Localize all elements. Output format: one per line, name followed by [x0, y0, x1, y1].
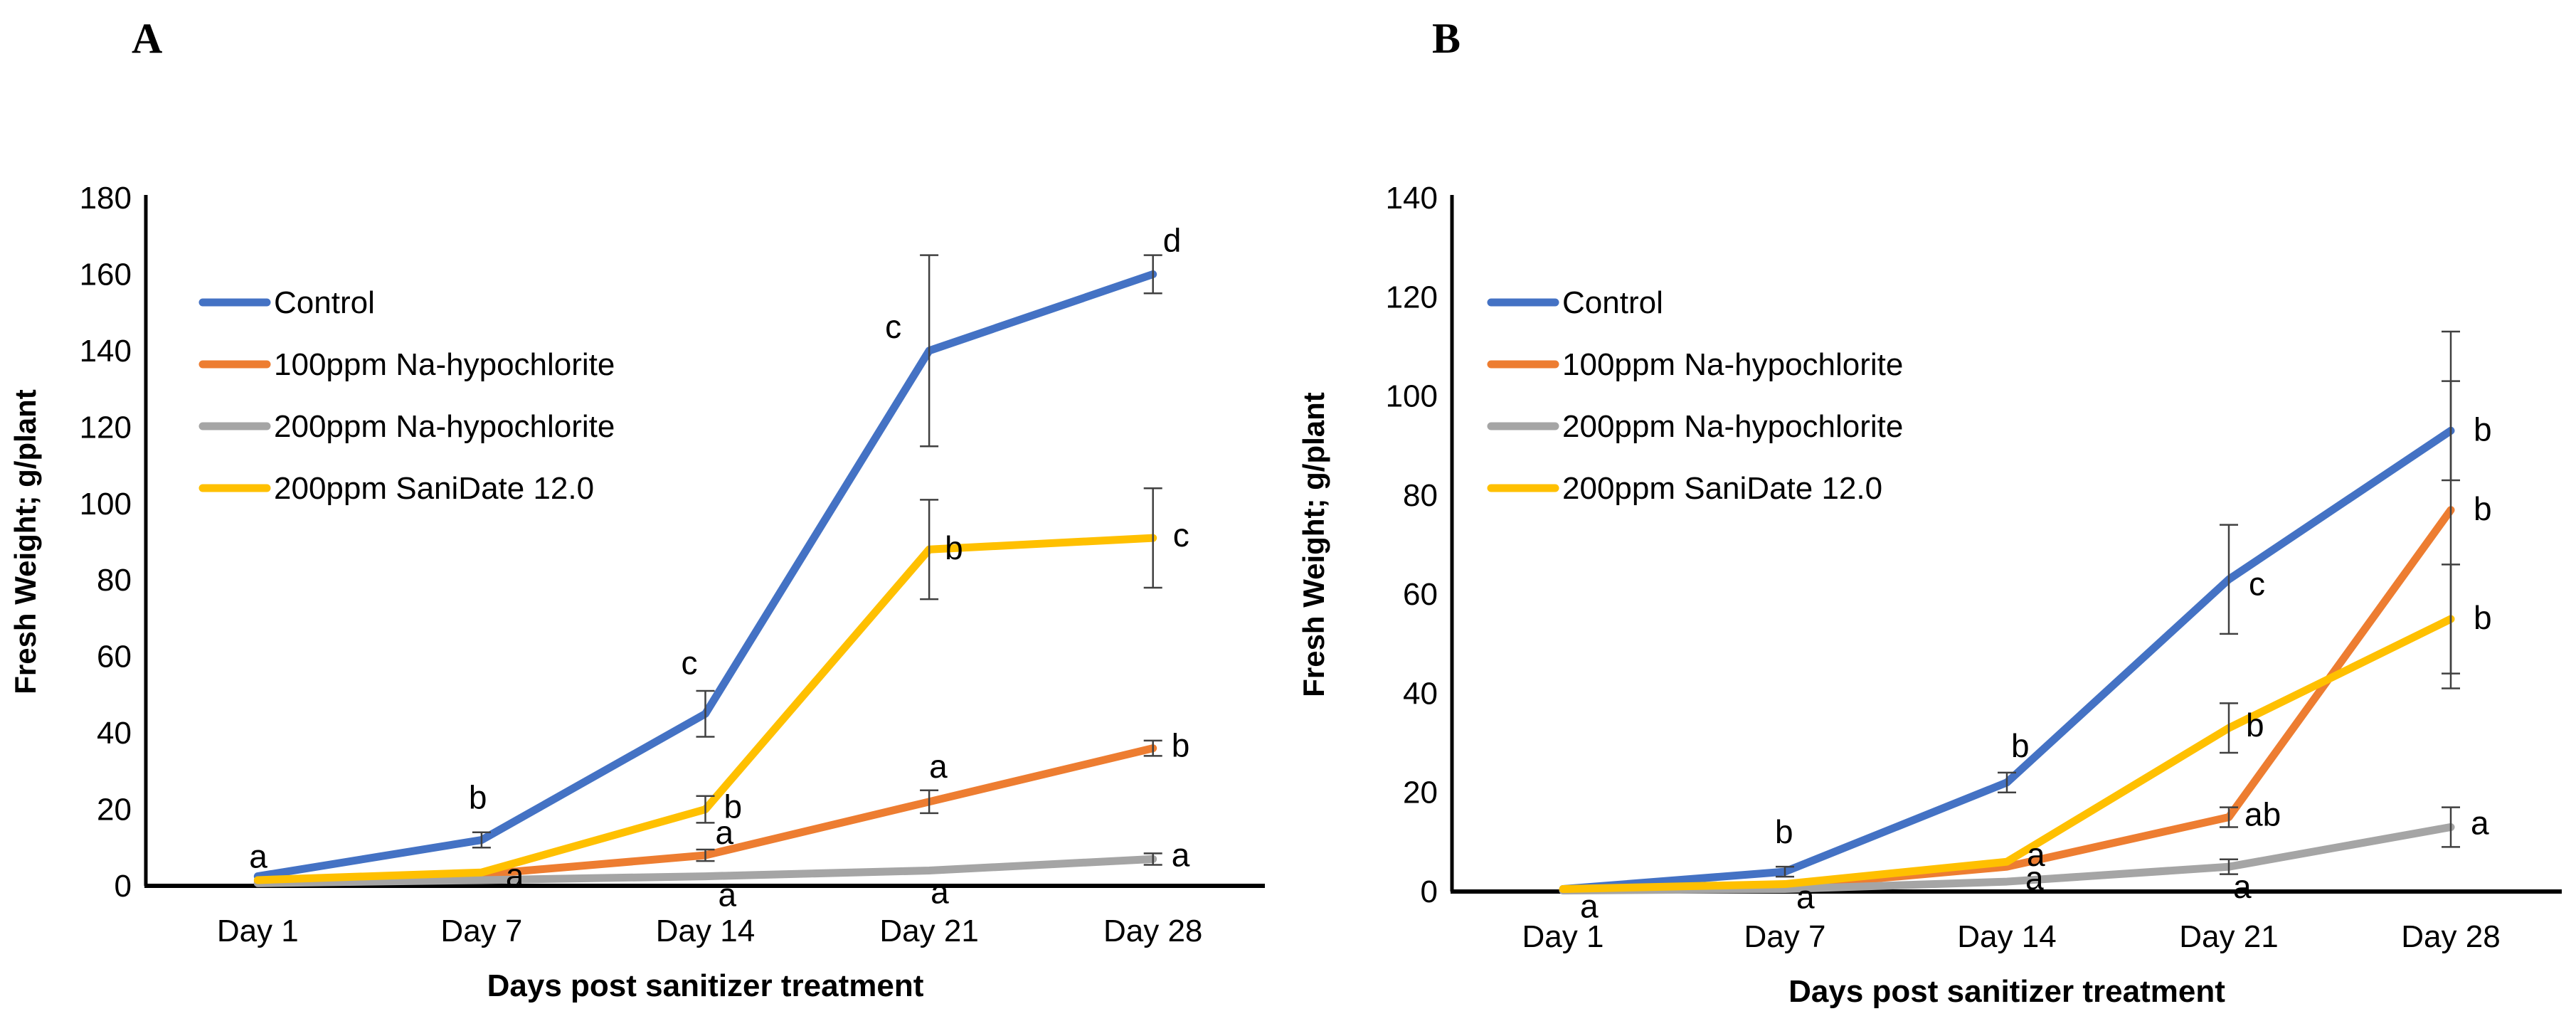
significance-label: ab [2244, 796, 2281, 833]
significance-label: b [469, 779, 487, 816]
y-tick-label: 160 [80, 257, 132, 292]
panel-a: A 0 20 40 60 80 100 120 140 160 180 Day 1 Day 7 Day … [9, 15, 1265, 1003]
significance-label: b [2246, 707, 2264, 744]
significance-label: a [2025, 860, 2044, 897]
y-tick-label: 40 [1403, 676, 1438, 711]
y-tick-label: 20 [97, 793, 132, 827]
panel-b: B 0 20 40 60 80 100 120 140 Day 1 Day 7 Day 14 Day … [1288, 0, 2576, 1026]
significance-label: a [716, 814, 734, 851]
y-tick-label: 100 [1386, 379, 1438, 414]
significance-label: a [719, 877, 737, 914]
y-tick-label: 140 [80, 334, 132, 369]
panel-a-letter: A [132, 15, 163, 62]
legend-label: 200ppm Na-hypochlorite [1562, 409, 1903, 444]
significance-label: a [1796, 879, 1815, 916]
significance-label: a [2233, 868, 2252, 905]
legend-label: 200ppm SaniDate 12.0 [1562, 471, 1882, 506]
significance-label: b [2474, 490, 2492, 527]
x-tick-label: Day 7 [1744, 919, 1826, 954]
significance-label: a [1580, 888, 1599, 925]
y-tick-label: 80 [1403, 478, 1438, 513]
significance-label: a [506, 857, 524, 894]
significance-label: b [1775, 813, 1793, 850]
series-line [253, 855, 1157, 887]
significance-label: b [2474, 411, 2492, 448]
significance-label: b [1172, 727, 1190, 764]
legend-label: Control [1562, 285, 1663, 320]
y-tick-label: 20 [1403, 776, 1438, 810]
significance-label: a [1172, 836, 1190, 873]
x-axis-title: Days post sanitizer treatment [487, 968, 924, 1003]
y-axis-title: Fresh Weight; g/plant [9, 389, 42, 694]
significance-label: a [2471, 804, 2489, 841]
x-tick-label: Day 28 [1103, 914, 1202, 948]
significance-label: c [1173, 517, 1189, 554]
y-tick-label: 0 [1421, 874, 1438, 909]
chart-a-svg: 0 20 40 60 80 100 120 140 160 180 Day 1 Day 7 Day 14… [9, 181, 1265, 1003]
significance-label: b [2011, 727, 2030, 764]
x-tick-label: Day 21 [879, 914, 978, 948]
x-tick-label: Day 21 [2179, 919, 2278, 954]
y-tick-label: 0 [115, 869, 132, 904]
significance-label: b [2474, 599, 2492, 636]
chart-b-svg: 0 20 40 60 80 100 120 140 Day 1 Day 7 Day 14 Day 21… [1297, 181, 2562, 1009]
significance-label: c [885, 308, 901, 345]
significance-label: a [929, 748, 948, 785]
significance-label: c [682, 644, 698, 681]
series-line [1559, 615, 2455, 894]
y-axis-title: Fresh Weight; g/plant [1297, 392, 1330, 697]
x-tick-label: Day 14 [1957, 919, 2056, 954]
y-tick-label: 180 [80, 181, 132, 216]
y-tick-label: 120 [1386, 280, 1438, 314]
significance-label: c [2249, 565, 2265, 602]
x-axis-title: Days post sanitizer treatment [1788, 974, 2225, 1009]
x-tick-label: Day 1 [1522, 919, 1604, 954]
y-tick-label: 120 [80, 410, 132, 445]
x-tick-label: Day 28 [2401, 919, 2500, 954]
significance-label: b [724, 788, 743, 825]
x-tick-label: Day 7 [440, 914, 522, 948]
legend-label: 200ppm SaniDate 12.0 [274, 471, 594, 506]
x-tick-label: Day 1 [217, 914, 299, 948]
y-tick-label: 140 [1386, 181, 1438, 216]
y-tick-label: 40 [97, 716, 132, 751]
significance-label: a [931, 874, 949, 911]
y-tick-label: 60 [97, 640, 132, 675]
y-tick-label: 100 [80, 487, 132, 522]
legend-label: 100ppm Na-hypochlorite [274, 347, 615, 382]
panel-b-letter: B [1432, 15, 1461, 62]
significance-label: a [249, 838, 267, 875]
significance-label: d [1163, 221, 1182, 258]
y-tick-label: 80 [97, 563, 132, 598]
significance-label: a [2027, 836, 2045, 873]
series-line [1559, 506, 2455, 894]
x-tick-label: Day 14 [656, 914, 755, 948]
legend-label: 200ppm Na-hypochlorite [274, 409, 615, 444]
significance-label: b [945, 529, 963, 566]
legend-label: 100ppm Na-hypochlorite [1562, 347, 1903, 382]
legend-label: Control [274, 285, 375, 320]
y-tick-label: 60 [1403, 577, 1438, 612]
